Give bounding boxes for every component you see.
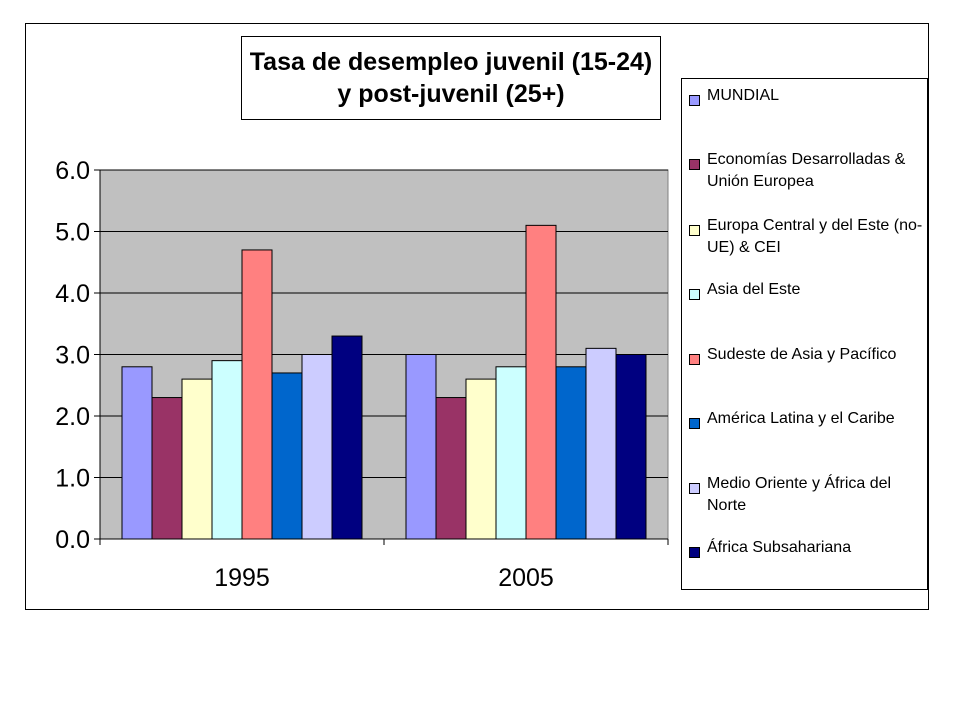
bar xyxy=(435,397,467,540)
axes: 0.0 1.0 2.0 3.0 4.0 5.0 6.0 1995 2005 xyxy=(55,157,669,592)
legend-swatch xyxy=(689,354,700,365)
bar xyxy=(525,224,557,540)
legend-label: Medio Oriente y África del Norte xyxy=(707,475,892,514)
legend-label: Sudeste de Asia y Pacífico xyxy=(707,346,897,363)
legend-swatch xyxy=(689,483,700,494)
bar xyxy=(271,372,303,540)
chart-title: Tasa de desempleo juvenil (15-24) y post… xyxy=(241,36,661,120)
bar xyxy=(121,366,153,540)
bar xyxy=(495,366,527,540)
chart-title-line-1: Tasa de desempleo juvenil (15-24) xyxy=(249,48,653,76)
y-tick-label: 0.0 xyxy=(55,526,90,554)
legend-label: África Subsahariana xyxy=(707,539,852,556)
bar xyxy=(555,366,587,540)
legend-swatch xyxy=(689,95,700,106)
bar xyxy=(241,249,273,540)
bar xyxy=(151,397,183,540)
bar xyxy=(211,360,243,540)
legend-swatch xyxy=(689,225,700,236)
bar xyxy=(331,335,363,540)
x-tick-label: 2005 xyxy=(498,564,554,592)
legend-swatch xyxy=(689,418,700,429)
legend-swatch xyxy=(689,159,700,170)
bar xyxy=(181,378,213,540)
legend-label: Europa Central y del Este (no-UE) & CEI xyxy=(707,217,923,256)
bar xyxy=(615,354,647,540)
legend-swatch xyxy=(689,289,700,300)
legend-swatch xyxy=(689,547,700,558)
y-tick-label: 6.0 xyxy=(55,157,90,185)
y-tick-label: 5.0 xyxy=(55,219,90,247)
y-tick-label: 2.0 xyxy=(55,403,90,431)
chart-title-line-2: y post-juvenil (25+) xyxy=(337,80,565,108)
y-tick-label: 4.0 xyxy=(55,280,90,308)
legend-label: Asia del Este xyxy=(707,281,801,298)
bars xyxy=(121,224,647,540)
x-tick-label: 1995 xyxy=(214,564,270,592)
legend: MUNDIAL Economías Desarrolladas & Unión E… xyxy=(681,78,928,590)
bar xyxy=(585,347,617,540)
legend-label: Economías Desarrolladas & Unión Europea xyxy=(707,151,906,190)
legend-label: América Latina y el Caribe xyxy=(707,410,895,427)
bar xyxy=(301,354,333,540)
y-tick-label: 3.0 xyxy=(55,342,90,370)
y-tick-label: 1.0 xyxy=(55,465,90,493)
legend-label: MUNDIAL xyxy=(707,87,780,104)
bar xyxy=(405,354,437,540)
bar xyxy=(465,378,497,540)
